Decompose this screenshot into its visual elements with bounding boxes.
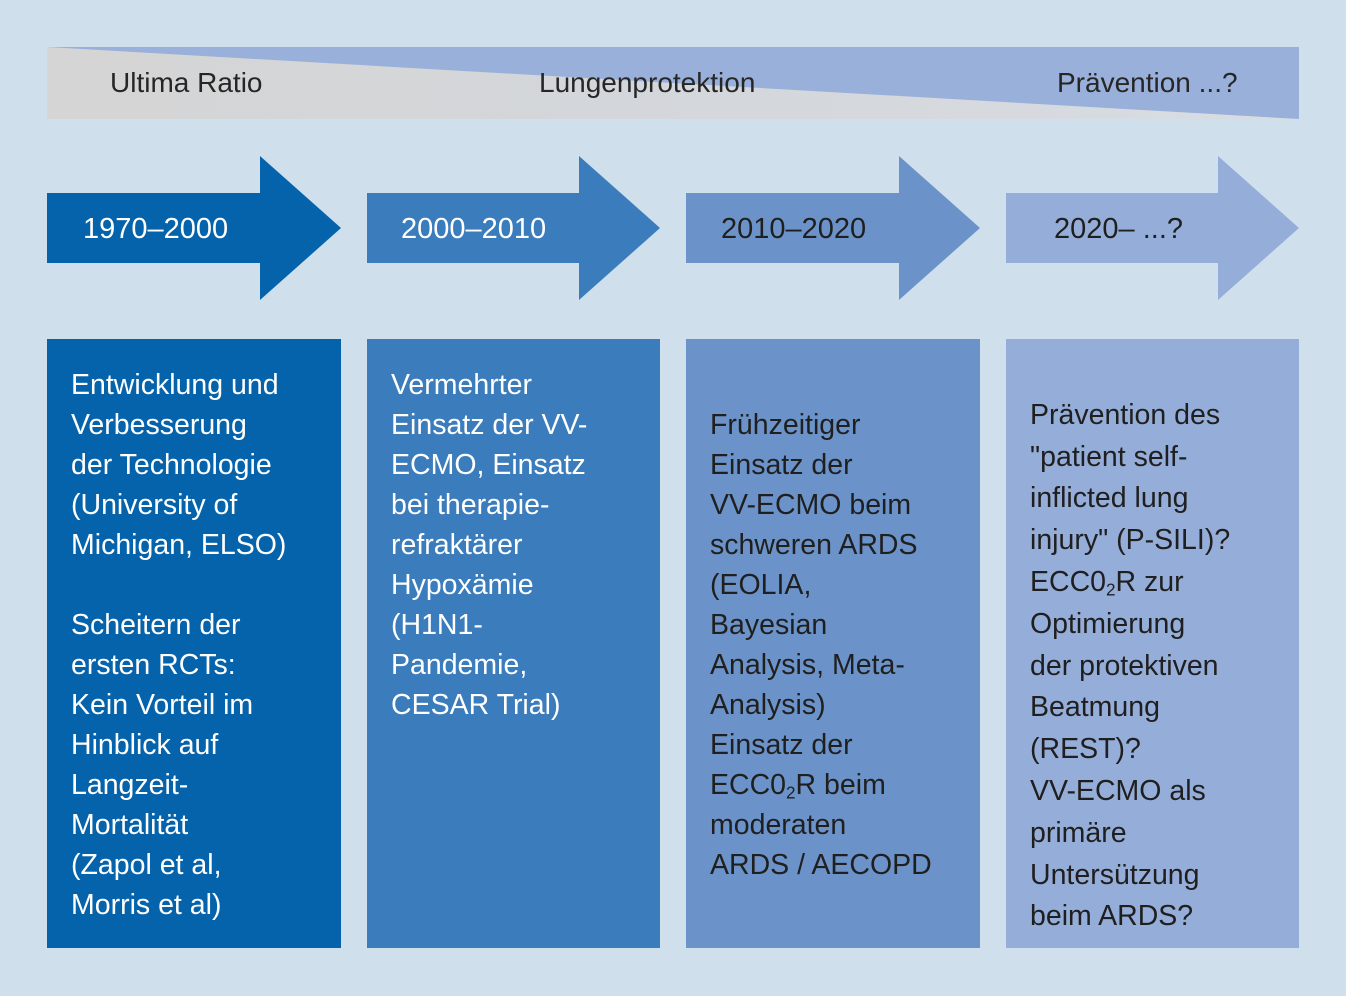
column-4-text-block1: Prävention des "patient self- inflicted … <box>1030 398 1231 557</box>
period-arrow-2 <box>367 156 660 300</box>
phase-label-ultima-ratio: Ultima Ratio <box>110 67 263 98</box>
column-3-ecco2r-prefix: ECC0 <box>710 769 787 801</box>
column-2-text: Vermehrter Einsatz der VV- ECMO, Einsatz… <box>391 369 588 721</box>
column-4-text-block2: Optimierung der protektiven Beatmung (RE… <box>1030 607 1219 933</box>
column-4-ecco2r-suffix: R zur <box>1115 565 1184 598</box>
column-4-ecco2r-prefix: ECC0 <box>1030 565 1107 598</box>
period-arrow-1 <box>47 156 341 300</box>
column-4-ecco2r-subscript: 2 <box>1106 580 1116 600</box>
column-3-ecco2r-suffix: R beim <box>795 769 886 801</box>
column-box-4: Prävention des "patient self- inflicted … <box>1006 339 1299 948</box>
period-label-2: 2000–2010 <box>401 213 547 245</box>
period-label-4: 2020– ...? <box>1054 213 1183 245</box>
column-1-text-rcts: Scheitern der ersten RCTs: Kein Vorteil … <box>71 609 254 921</box>
phase-label-praevention: Prävention ...? <box>1057 67 1238 98</box>
column-3-text-block1: Frühzeitiger Einsatz der VV-ECMO beim sc… <box>710 409 918 761</box>
period-label-3: 2010–2020 <box>721 213 867 245</box>
column-box-3: Frühzeitiger Einsatz der VV-ECMO beim sc… <box>686 339 980 948</box>
phase-band-wedge <box>47 47 1299 119</box>
period-arrow-4 <box>1006 156 1299 300</box>
column-3-ecco2r-subscript: 2 <box>786 783 796 803</box>
period-arrow-3 <box>686 156 980 300</box>
column-3-text-vvecmo: Frühzeitiger Einsatz der VV-ECMO beim sc… <box>710 365 972 885</box>
column-3-text-block2: moderaten ARDS / AECOPD <box>710 809 932 881</box>
column-box-1: Entwicklung und Verbesserung der Technol… <box>47 339 341 948</box>
column-box-2: Vermehrter Einsatz der VV- ECMO, Einsatz… <box>367 339 660 948</box>
period-label-1: 1970–2000 <box>83 213 229 245</box>
column-4-text: Prävention des "patient self- inflicted … <box>1030 353 1291 938</box>
phase-label-lungenprotektion: Lungenprotektion <box>539 67 756 98</box>
column-1-text-technology: Entwicklung und Verbesserung der Technol… <box>71 369 287 561</box>
